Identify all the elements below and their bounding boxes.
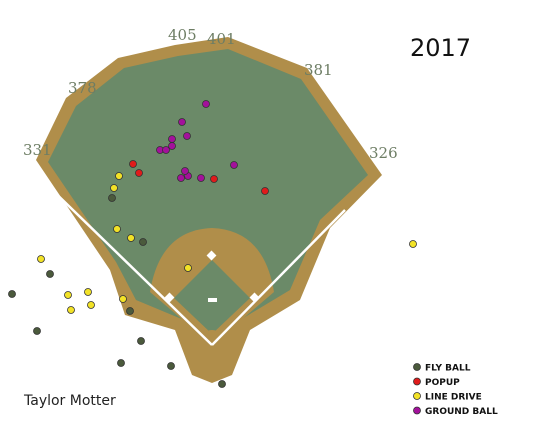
fence-distance: 401 [207, 30, 236, 48]
fence-distance: 405 [168, 26, 197, 44]
hit-point [409, 240, 417, 248]
fence-distance: 326 [369, 144, 398, 162]
hit-point [126, 307, 134, 315]
legend-label: POPUP [425, 378, 460, 388]
base [206, 250, 217, 261]
legend-marker [413, 406, 421, 415]
hit-point [139, 238, 147, 246]
hit-point [167, 362, 175, 370]
legend-label: LINE DRIVE [425, 393, 482, 403]
hit-point [135, 169, 143, 177]
hit-point [8, 290, 16, 298]
fence-distance: 381 [304, 61, 333, 79]
hit-point [183, 132, 191, 140]
infield-grass [174, 260, 250, 334]
hit-point [210, 175, 218, 183]
chart-title: 2017 [410, 34, 471, 62]
hit-point [37, 255, 45, 263]
hit-point [162, 146, 170, 154]
hit-point [230, 161, 238, 169]
foul-line [211, 209, 346, 346]
legend-marker [413, 377, 421, 386]
hit-point [84, 288, 92, 296]
hit-point [127, 234, 135, 242]
hit-point [33, 327, 41, 335]
hit-point [110, 184, 118, 192]
outfield-grass [48, 49, 368, 345]
mound [208, 298, 217, 302]
hit-point [67, 306, 75, 314]
hit-point [137, 337, 145, 345]
hit-point [87, 301, 95, 309]
hit-point [202, 100, 210, 108]
fence-distance: 331 [23, 141, 52, 159]
hit-point [261, 187, 269, 195]
hit-point [181, 167, 189, 175]
hit-point [64, 291, 72, 299]
legend-label: FLY BALL [425, 364, 471, 374]
legend-marker [413, 392, 421, 400]
hit-point [119, 295, 127, 303]
legend-label: GROUND BALL [425, 407, 498, 417]
home-circle [199, 330, 225, 356]
hit-point [178, 118, 186, 126]
base [249, 292, 260, 303]
legend-marker [413, 363, 421, 371]
base [164, 292, 175, 303]
player-name: Taylor Motter [23, 393, 116, 409]
hit-point [115, 172, 123, 180]
hit-point [197, 174, 205, 182]
foul-line [41, 179, 213, 346]
hit-point [113, 225, 121, 233]
hit-point [129, 160, 137, 168]
hit-point [184, 264, 192, 272]
fence-distance: 378 [68, 79, 97, 97]
hit-point [117, 359, 125, 367]
hit-point [46, 270, 54, 278]
hit-point [168, 135, 176, 143]
hit-point [108, 194, 116, 202]
hit-point [218, 380, 226, 388]
hit-point [177, 174, 185, 182]
hit-point [168, 142, 176, 150]
